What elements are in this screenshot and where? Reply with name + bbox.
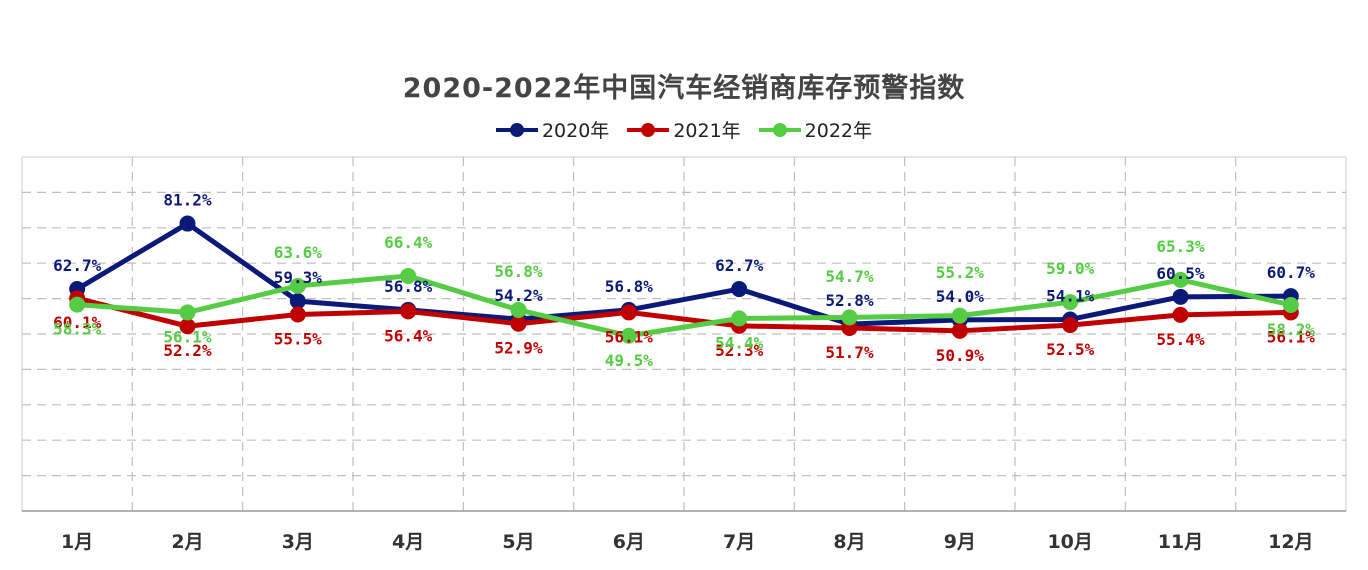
x-tick-label: 5月 [502,531,534,553]
x-tick-label: 4月 [392,531,424,553]
data-label-2: 66.4% [384,233,433,252]
data-label-1: 52.2% [163,341,212,360]
data-point-0 [1172,288,1189,305]
data-point-2 [400,267,417,284]
data-label-2: 55.2% [936,263,985,282]
data-point-1 [179,318,196,335]
data-label-0: 54.1% [1046,286,1095,305]
data-label-1: 55.4% [1156,330,1205,349]
data-label-0: 60.5% [1156,264,1205,283]
x-tick-label: 2月 [171,531,203,553]
legend-label-2021: 2021年 [673,120,741,142]
data-label-2: 59.0% [1046,259,1095,278]
x-tick-label: 7月 [723,531,755,553]
data-label-0: 81.2% [163,191,212,210]
data-point-2 [620,327,637,344]
data-point-2 [951,307,968,324]
data-point-2 [510,301,527,318]
data-point-2 [841,309,858,326]
data-point-0 [731,281,748,298]
data-point-0 [179,215,196,232]
legend-label-2020: 2020年 [541,120,610,142]
data-label-0: 60.7% [1267,263,1316,282]
data-label-2: 63.6% [274,243,323,262]
data-label-1: 51.7% [825,343,874,362]
data-label-2: 58.3% [53,320,102,339]
data-point-0 [289,293,306,310]
data-label-2: 49.5% [605,351,654,370]
data-label-0: 62.7% [53,256,102,275]
x-tick-label: 1月 [61,531,93,553]
x-tick-label: 9月 [944,531,976,553]
data-point-2 [289,277,306,294]
data-label-0: 62.7% [715,256,764,275]
legend-item-2022[interactable]: 2022年 [758,116,873,143]
x-tick-label: 12月 [1268,531,1313,553]
x-tick-label: 3月 [282,531,314,553]
data-label-2: 56.1% [163,327,212,346]
data-label-0: 54.0% [936,287,985,306]
x-tick-label: 8月 [833,531,865,553]
x-tick-label: 11月 [1158,531,1203,553]
data-point-1 [951,322,968,339]
legend-marker-2020 [495,122,538,137]
data-point-1 [620,304,637,321]
data-label-0: 56.8% [384,277,433,296]
legend-marker-2021 [627,122,670,137]
data-label-1: 52.3% [715,341,764,360]
series-line-1 [76,295,1291,334]
data-label-2: 54.4% [715,333,764,352]
data-label-1: 56.1% [605,327,654,346]
data-label-1: 52.5% [1046,340,1095,359]
data-label-2: 54.7% [825,267,874,286]
data-label-2: 58.2% [1267,320,1316,339]
data-label-1: 56.4% [384,326,433,345]
data-point-2 [69,296,86,313]
data-label-2: 65.3% [1156,237,1205,256]
legend-marker-2022 [758,122,801,137]
data-point-2 [1282,296,1299,313]
data-point-2 [1062,294,1079,311]
data-label-0: 59.3% [274,268,323,287]
chart-title: 2020-2022年中国汽车经销商库存预警指数 [402,73,966,104]
legend-item-2020[interactable]: 2020年 [495,116,610,143]
data-point-2 [731,310,748,327]
series-line-2 [76,273,1292,339]
legend-item-2021[interactable]: 2021年 [627,116,741,143]
data-label-1: 50.9% [936,346,985,365]
legend: 2020年 2021年 2022年 [0,116,1368,143]
data-label-1: 55.5% [274,330,323,349]
x-tick-label: 6月 [613,531,645,553]
data-label-0: 54.2% [494,286,543,305]
data-point-1 [1062,317,1079,334]
data-point-1 [510,315,527,332]
data-point-2 [179,304,196,321]
data-point-1 [400,303,417,320]
data-point-2 [1172,271,1189,288]
data-label-1: 60.1% [53,313,102,332]
data-label-0: 52.8% [825,291,874,310]
data-point-1 [289,306,306,323]
data-label-0: 56.8% [605,277,654,296]
data-label-1: 56.1% [1267,327,1316,346]
legend-label-2022: 2022年 [804,120,873,142]
data-point-1 [1172,306,1189,323]
data-label-1: 52.9% [494,339,543,358]
data-label-2: 56.8% [494,262,543,281]
x-tick-label: 10月 [1047,531,1092,553]
